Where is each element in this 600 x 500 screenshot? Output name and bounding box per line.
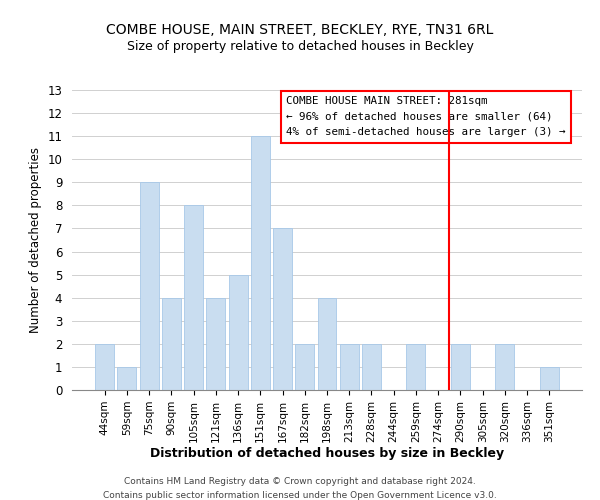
Bar	[273, 228, 292, 390]
Text: COMBE HOUSE, MAIN STREET, BECKLEY, RYE, TN31 6RL: COMBE HOUSE, MAIN STREET, BECKLEY, RYE, …	[106, 22, 494, 36]
Y-axis label: Number of detached properties: Number of detached properties	[29, 147, 42, 333]
Text: COMBE HOUSE MAIN STREET: 281sqm
← 96% of detached houses are smaller (64)
4% of : COMBE HOUSE MAIN STREET: 281sqm ← 96% of…	[286, 96, 566, 137]
Bar	[140, 182, 158, 390]
Bar	[295, 344, 314, 390]
Text: Size of property relative to detached houses in Beckley: Size of property relative to detached ho…	[127, 40, 473, 53]
Bar	[229, 274, 248, 390]
X-axis label: Distribution of detached houses by size in Beckley: Distribution of detached houses by size …	[150, 448, 504, 460]
Bar	[162, 298, 181, 390]
Text: Contains HM Land Registry data © Crown copyright and database right 2024.
Contai: Contains HM Land Registry data © Crown c…	[103, 478, 497, 500]
Bar	[540, 367, 559, 390]
Bar	[184, 206, 203, 390]
Bar	[317, 298, 337, 390]
Bar	[340, 344, 359, 390]
Bar	[362, 344, 381, 390]
Bar	[496, 344, 514, 390]
Bar	[451, 344, 470, 390]
Bar	[251, 136, 270, 390]
Bar	[118, 367, 136, 390]
Bar	[406, 344, 425, 390]
Bar	[95, 344, 114, 390]
Bar	[206, 298, 225, 390]
